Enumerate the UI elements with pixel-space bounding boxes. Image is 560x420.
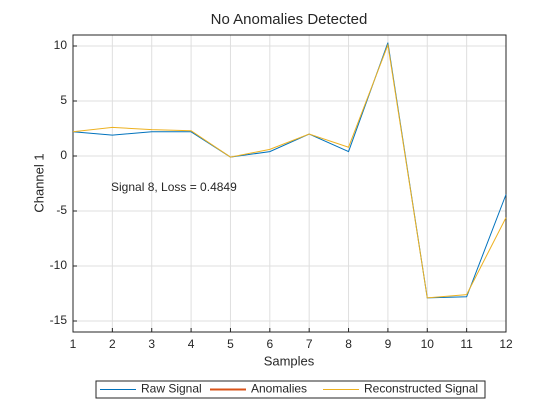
legend-label: Raw Signal — [141, 382, 202, 396]
y-tick-label: 5 — [60, 93, 67, 107]
legend-label: Reconstructed Signal — [364, 382, 478, 396]
y-axis-label: Channel 1 — [31, 153, 46, 212]
x-tick-label: 1 — [70, 337, 77, 351]
y-tick-label: 10 — [54, 38, 68, 52]
x-tick-label: 2 — [109, 337, 116, 351]
chart-title: No Anomalies Detected — [211, 11, 368, 28]
x-tick-label: 3 — [148, 337, 155, 351]
x-tick-label: 6 — [266, 337, 273, 351]
x-tick-label: 4 — [188, 337, 195, 351]
y-tick-label: 0 — [60, 148, 67, 162]
x-tick-label: 10 — [421, 337, 435, 351]
plot-frame — [72, 34, 507, 333]
y-tick-label: -10 — [50, 258, 68, 272]
x-tick-label: 5 — [227, 337, 234, 351]
x-tick-label: 9 — [385, 337, 392, 351]
y-tick-label: -5 — [56, 203, 67, 217]
x-axis-label: Samples — [264, 353, 315, 368]
annotation: Signal 8, Loss = 0.4849 — [111, 180, 237, 194]
x-tick-label: 11 — [460, 337, 473, 351]
x-tick-label: 7 — [306, 337, 313, 351]
y-tick-label: -15 — [50, 313, 68, 327]
legend-box — [95, 380, 486, 399]
x-tick-label: 12 — [499, 337, 513, 351]
x-tick-label: 8 — [345, 337, 352, 351]
line-series — [72, 42, 507, 299]
legend-label: Anomalies — [251, 382, 307, 396]
